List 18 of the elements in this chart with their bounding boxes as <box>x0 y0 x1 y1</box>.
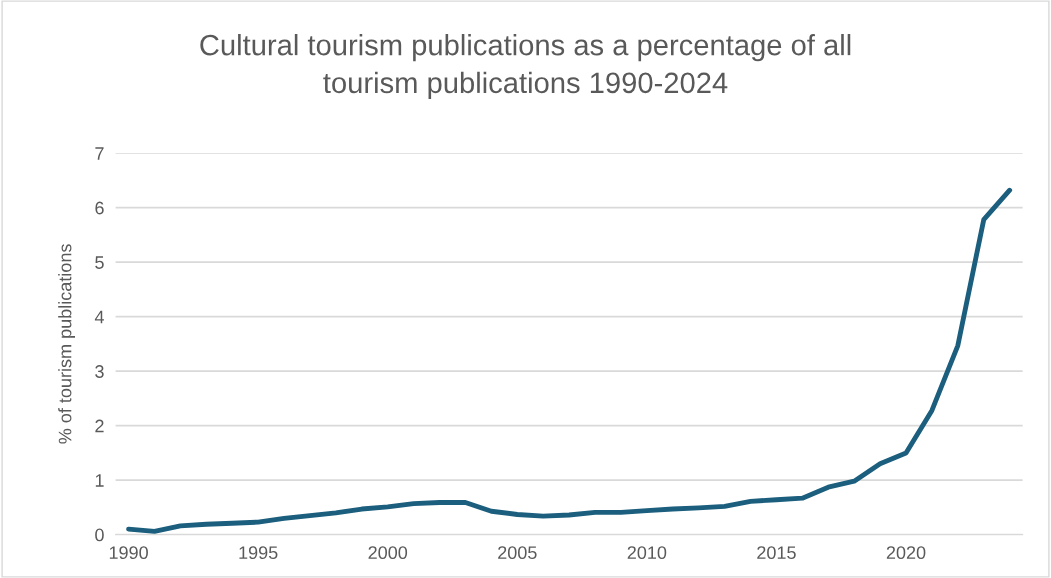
y-tick-label: 4 <box>94 310 104 324</box>
y-tick-label: 0 <box>95 528 104 542</box>
x-tick-label: 2015 <box>757 546 796 560</box>
x-tick-label: 2010 <box>627 546 667 560</box>
chart-title: Cultural tourism publications as a percentage of all tourism publications 1990-2024 <box>200 34 851 99</box>
x-tick-label: 2020 <box>886 546 926 560</box>
y-tick-label: 2 <box>95 419 104 433</box>
y-tick-label: 1 <box>95 474 104 487</box>
x-tick-label: 2005 <box>498 546 537 560</box>
y-tick-label: 3 <box>95 365 104 378</box>
line-series <box>126 187 1013 534</box>
y-tick-label: 7 <box>95 147 104 160</box>
y-tick-label: 6 <box>95 201 104 215</box>
x-tick-label: 1995 <box>239 546 278 560</box>
x-tick-label: 1990 <box>109 546 148 560</box>
x-tick-label: 2000 <box>368 546 408 560</box>
y-axis-title: % of tourism publications <box>58 244 76 444</box>
y-tick-label: 5 <box>95 256 104 269</box>
